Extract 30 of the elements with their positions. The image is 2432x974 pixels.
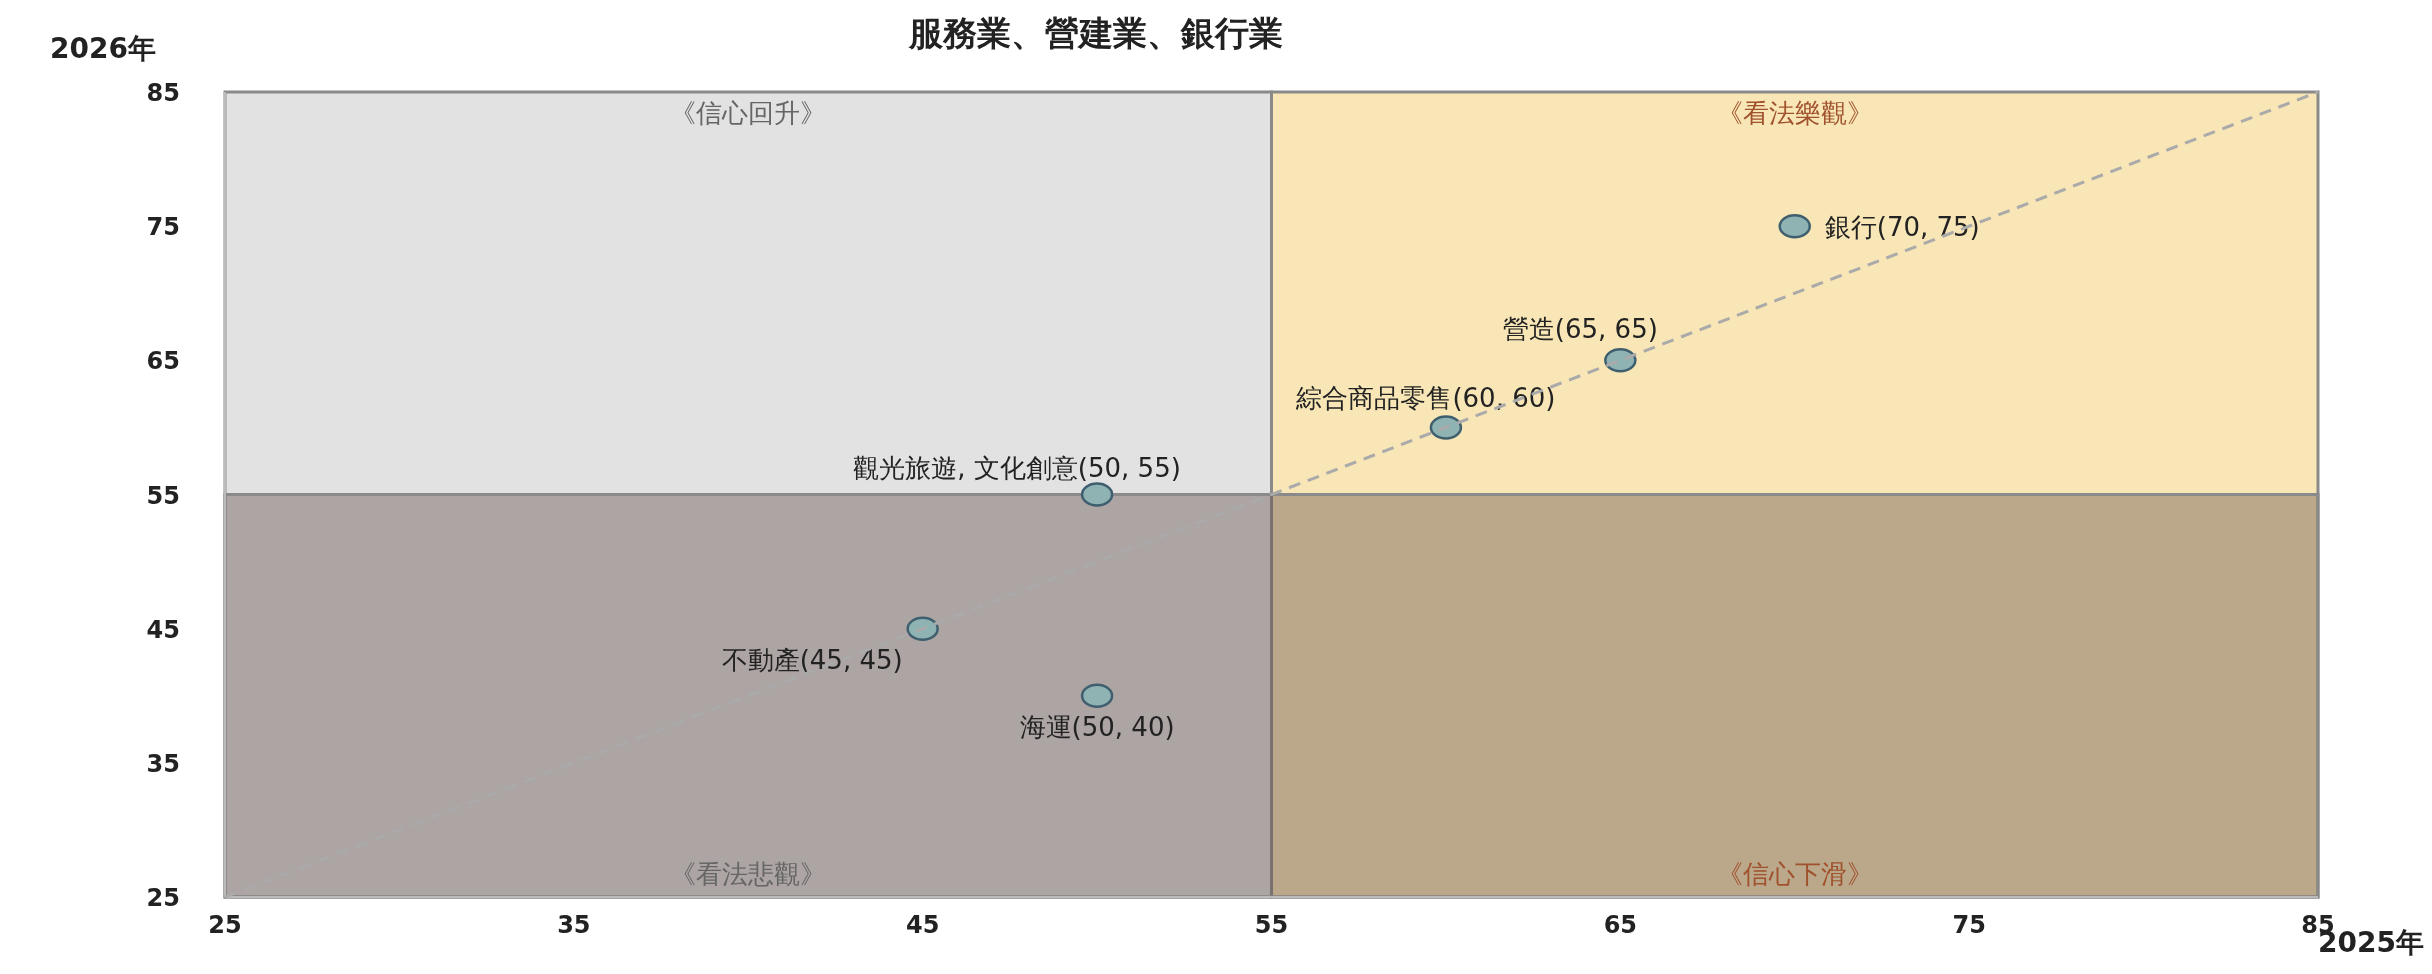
y-tick-label: 45	[146, 615, 180, 644]
annotation: 《看法悲觀》	[670, 859, 827, 889]
y-tick-label: 35	[146, 749, 180, 778]
point	[1429, 415, 1463, 440]
annotation: 《信心回升》	[670, 98, 827, 128]
y-tick-label: 85	[146, 79, 180, 107]
x-tick-label: 45	[905, 911, 940, 939]
x-tick-label: 25	[208, 911, 242, 939]
data-label: 營造(65, 65)	[1502, 314, 1658, 345]
chart-title: 服務業、營建業、銀行業	[908, 13, 1283, 53]
data-label: 不動產(45, 45)	[721, 644, 903, 675]
y-tick-label: 65	[146, 347, 180, 376]
x-tick-label: 55	[1254, 911, 1289, 939]
y-tick-label: 75	[146, 213, 180, 242]
y-axis-title: 2026年	[50, 32, 156, 65]
data-label: 海運(50, 40)	[1019, 711, 1175, 742]
data-label: 銀行(70, 75)	[1824, 212, 1980, 243]
annotation: 《看法樂觀》	[1716, 98, 1873, 128]
x-tick-label: 35	[557, 911, 591, 939]
y-tick-label: 55	[146, 481, 180, 510]
point	[1778, 213, 1811, 239]
y-tick-label: 25	[146, 884, 180, 912]
annotation: 《信心下滑》	[1716, 859, 1873, 889]
data-label: 綜合商品零售(60, 60)	[1295, 383, 1556, 414]
x-tick-label: 75	[1952, 911, 1986, 939]
data-label: 觀光旅遊, 文化創意(50, 55)	[853, 452, 1181, 483]
point	[1080, 683, 1114, 708]
point	[1080, 482, 1114, 507]
x-tick-label: 65	[1603, 911, 1638, 939]
point	[906, 616, 939, 641]
